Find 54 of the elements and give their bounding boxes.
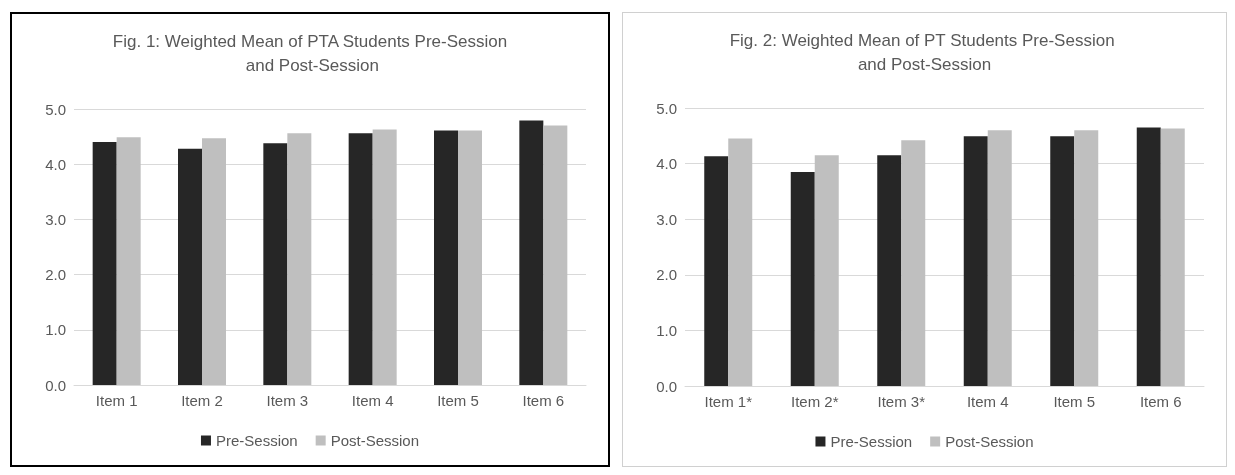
bar <box>116 137 141 385</box>
y-tick-label: 4.0 <box>656 155 677 173</box>
x-tick-label: Item 5 <box>1053 393 1096 410</box>
y-tick-label: 1.0 <box>656 321 677 339</box>
bar <box>987 130 1012 386</box>
x-tick-label: Item 6 <box>1139 393 1182 410</box>
y-tick-label: 3.0 <box>656 210 677 228</box>
bar <box>178 148 202 385</box>
bar <box>790 171 815 386</box>
legend-label: Pre-Session <box>215 432 298 449</box>
bar <box>263 143 288 385</box>
y-tick-label: 5.0 <box>45 100 66 118</box>
bar <box>458 130 482 385</box>
legend-label: Pre-Session <box>830 433 913 450</box>
bar <box>372 129 397 385</box>
bar <box>877 155 902 386</box>
x-tick-label: Item 4 <box>351 392 394 409</box>
y-tick-label: 0.0 <box>45 376 66 394</box>
y-tick-label: 3.0 <box>45 210 66 228</box>
x-tick-label: Item 4 <box>966 393 1009 410</box>
y-tick-label: 4.0 <box>45 155 66 173</box>
bar <box>434 130 458 385</box>
bar <box>1050 136 1075 386</box>
bar <box>901 140 926 386</box>
bar <box>287 133 312 385</box>
x-tick-label: Item 2 <box>181 392 223 409</box>
chart-title: Fig. 2: Weighted Mean of PT Students Pre-Session and Post-Session <box>729 30 1120 74</box>
y-tick-label: 5.0 <box>656 99 677 117</box>
bar <box>1074 130 1099 386</box>
bar <box>519 120 544 385</box>
bar <box>543 125 568 385</box>
x-tick-label: Item 6 <box>522 392 565 409</box>
x-tick-label: Item 1* <box>704 393 753 410</box>
x-tick-label: Item 3* <box>877 393 926 410</box>
bar <box>202 138 226 385</box>
bar <box>1136 127 1161 386</box>
x-tick-label: Item 2* <box>790 393 839 410</box>
bar <box>728 138 753 386</box>
bar <box>1160 128 1185 386</box>
y-tick-label: 0.0 <box>656 377 677 395</box>
legend-label: Post-Session <box>945 433 1034 450</box>
x-tick-label: Item 3 <box>266 392 309 409</box>
y-tick-label: 1.0 <box>45 321 66 339</box>
bar <box>963 136 988 386</box>
x-tick-label: Item 5 <box>437 392 479 409</box>
bar <box>704 156 729 386</box>
x-tick-label: Item 1 <box>95 392 138 409</box>
legend-label: Post-Session <box>330 432 420 449</box>
bar <box>92 142 117 385</box>
y-tick-label: 2.0 <box>656 266 677 284</box>
bar <box>814 155 839 386</box>
y-tick-label: 2.0 <box>45 266 66 284</box>
chart-title: Fig. 1: Weighted Mean of PTA Students Pre-Session and Post-Session <box>112 31 508 75</box>
bar <box>348 133 373 385</box>
